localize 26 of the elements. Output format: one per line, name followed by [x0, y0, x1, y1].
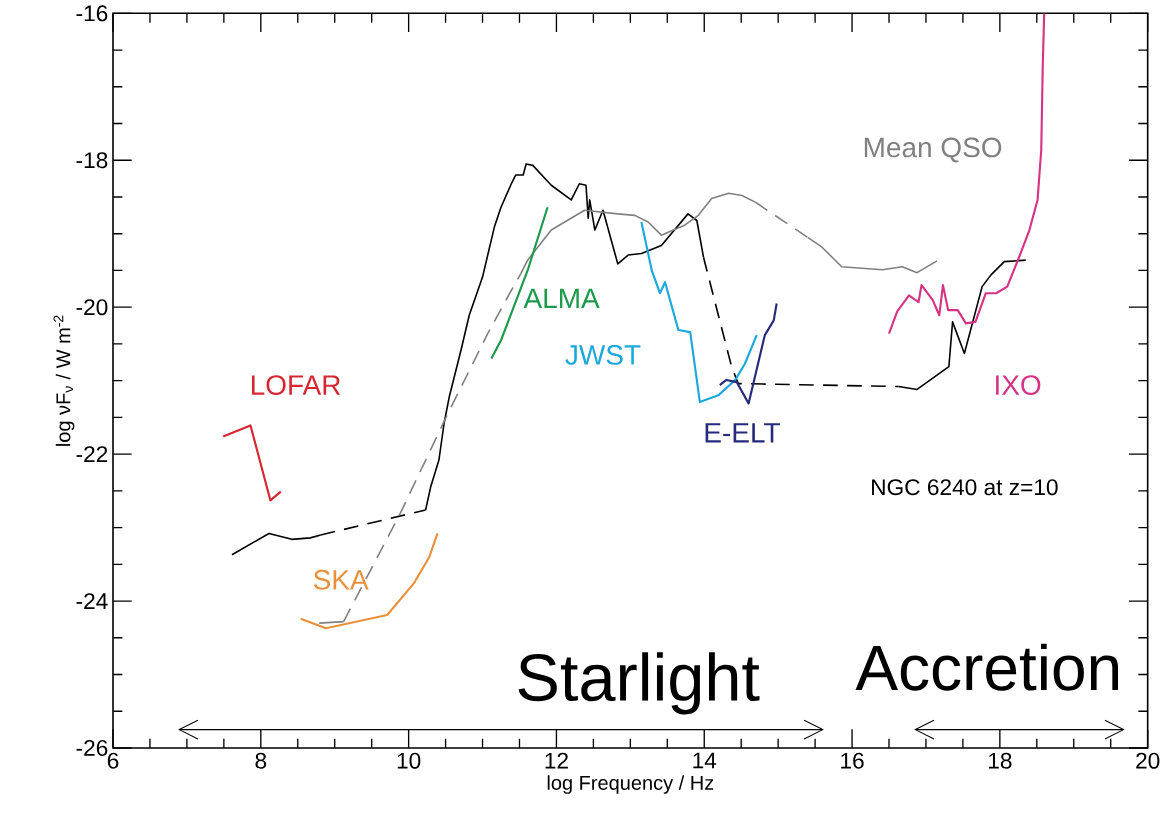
series-label: SKA	[313, 569, 369, 590]
x-tick-label: 14	[693, 752, 717, 769]
annotation: Starlight	[518, 652, 760, 715]
x-tick-label: 20	[1136, 752, 1160, 769]
text: Mean QSO	[864, 137, 1002, 163]
series-label: E-ELT	[705, 423, 780, 443]
x-tick-label: 16	[841, 752, 864, 769]
x-tick-label: 8	[255, 752, 267, 769]
y-tick-label: -26	[76, 739, 108, 757]
y-tick-label: -18	[76, 152, 108, 169]
x-axis-title: log Frequency / Hz	[547, 775, 714, 794]
x-tick-label: 10	[397, 752, 421, 769]
x-tick-label: 18	[988, 752, 1012, 769]
annotation: Accretion	[855, 643, 1118, 691]
series-label: ALMA	[523, 288, 600, 308]
series-label: LOFAR	[251, 375, 341, 395]
y-tick-label: -22	[76, 446, 108, 463]
text: IXO	[996, 375, 1041, 395]
annotation: NGC 6240 at z=10	[872, 479, 1058, 496]
x-tick-label: 12	[545, 752, 568, 769]
y-tick-label: -20	[76, 299, 108, 316]
y-tick-label: -16	[76, 5, 108, 22]
series-label: JWST	[565, 345, 641, 365]
y-axis-title: log νF$_{ν}$ / W m$^{-2}$	[53, 315, 75, 446]
x-tick-label: 6	[107, 752, 119, 769]
y-tick-label: -24	[76, 593, 108, 609]
